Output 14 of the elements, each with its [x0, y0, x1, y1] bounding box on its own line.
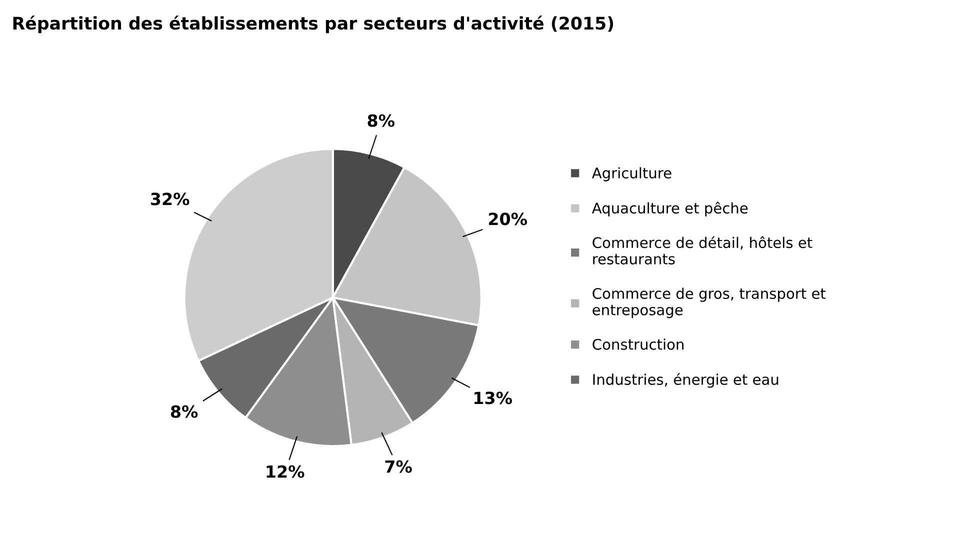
- data-label: 12%: [266, 465, 304, 478]
- data-label: 8%: [170, 405, 198, 418]
- data-label: 32%: [150, 192, 190, 206]
- data-label: 13%: [474, 392, 512, 404]
- legend-label: Aquaculture et pêche: [592, 202, 748, 216]
- data-label: 8%: [368, 114, 394, 127]
- data-label: 7%: [385, 460, 412, 473]
- chart-title: Répartition des établissements par secteurs d'activité (2015): [13, 16, 614, 34]
- legend-label: Agriculture: [592, 167, 672, 182]
- data-label: 20%: [488, 212, 527, 226]
- legend-label: Commerce de gros, transport et entreposage: [592, 288, 826, 318]
- legend-label: Commerce de détail, hôtels et restaurants: [592, 236, 812, 264]
- legend-label: Construction: [592, 338, 684, 350]
- legend-label: Industries, énergie et eau: [593, 373, 778, 388]
